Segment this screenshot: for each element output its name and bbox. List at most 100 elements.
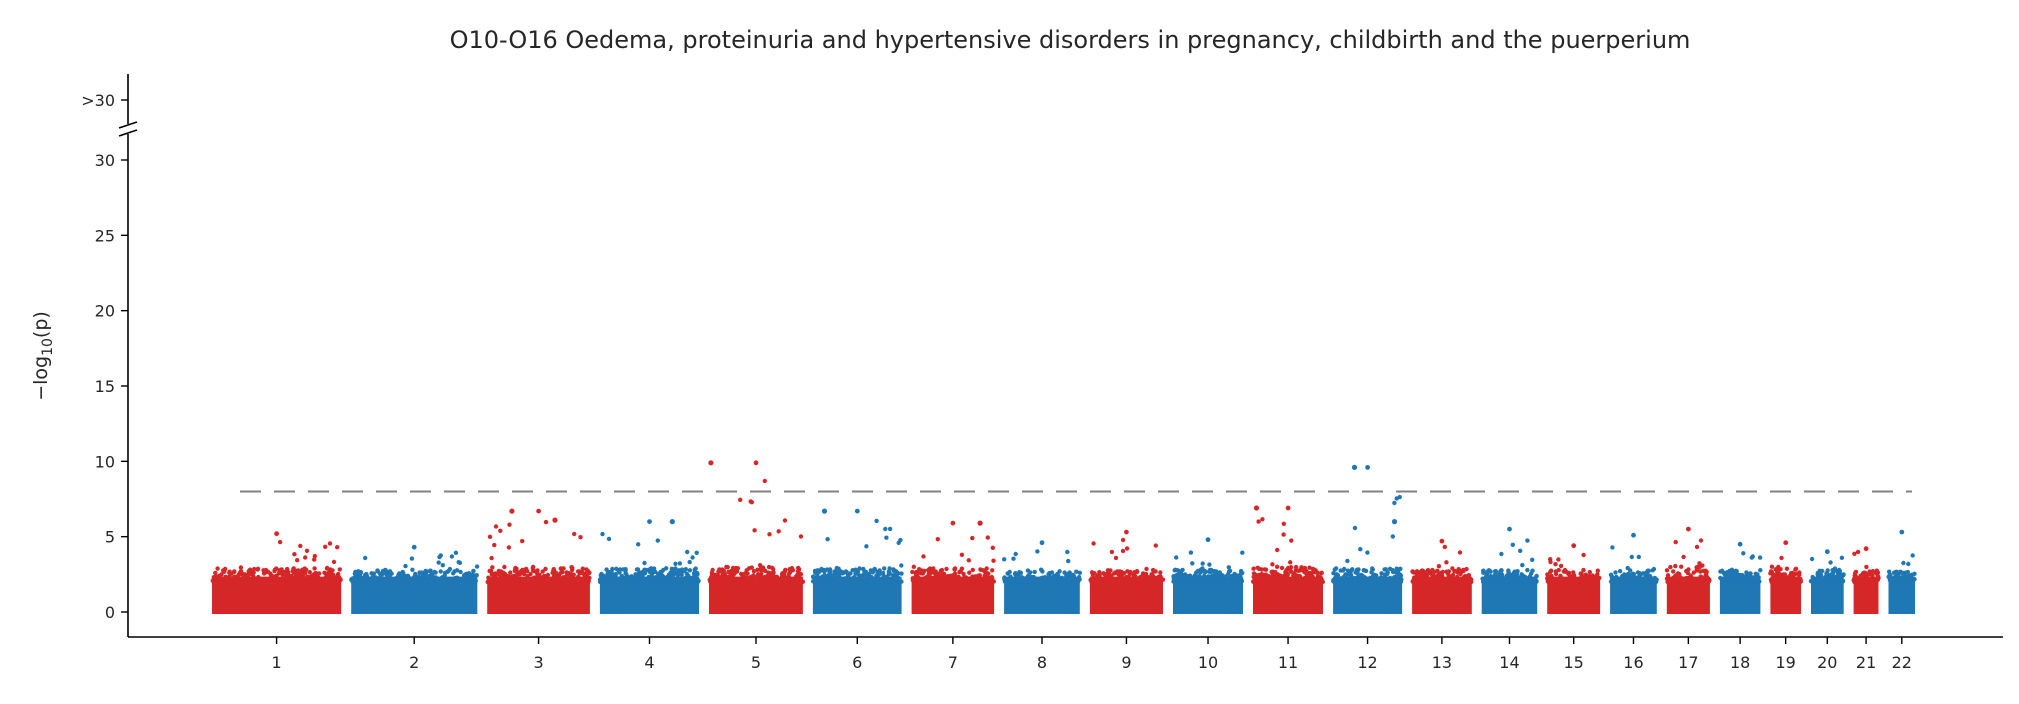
data-point [609,569,614,574]
data-point [530,564,536,570]
data-point [1212,569,1217,574]
data-point [493,571,498,576]
data-point [1344,578,1350,583]
data-point [1612,576,1618,582]
data-point [1206,574,1212,579]
data-point [227,574,232,579]
data-point [1226,565,1232,570]
data-point [1186,579,1191,585]
y-axis: 0 5 10 15 20 25 30 >30 [81,74,138,637]
data-point [732,571,737,576]
y-axis-label-main: −log [30,356,52,401]
data-point [921,554,926,559]
data-point [307,570,312,575]
data-point [1379,571,1384,576]
data-point [1571,573,1577,578]
data-point [1461,567,1466,573]
data-point [1629,554,1635,560]
data-point [543,566,548,572]
data-point [604,573,610,579]
data-point [933,569,938,574]
data-point [1013,551,1018,557]
data-point [1051,574,1056,580]
data-point [1361,568,1367,573]
data-point [1193,578,1198,583]
data-point [1700,568,1706,574]
data-point-peak [274,531,279,537]
data-point [1016,575,1021,581]
data-point-peak [1899,529,1905,535]
data-point [926,567,931,573]
data-point [1519,572,1525,577]
data-point [1617,569,1623,574]
data-point [1722,572,1727,577]
data-point [409,556,415,561]
data-point [1124,546,1130,551]
data-point [1124,574,1129,580]
data-point [624,579,629,584]
data-point [635,567,641,572]
data-point [811,574,816,579]
data-point [1385,571,1390,577]
data-point [297,578,302,583]
data-point [683,567,688,572]
data-point [1226,571,1231,577]
data-point [1703,579,1709,584]
data-point [312,553,317,559]
y-tick-label-cap: >30 [81,91,115,110]
data-point [1199,579,1204,584]
data-point [1428,579,1433,584]
significant-hit-point [1351,464,1358,470]
data-point [1174,555,1179,560]
data-point [1359,572,1364,578]
data-point [570,577,576,582]
data-point [1510,542,1516,547]
y-tick-label: 25 [95,226,115,245]
data-point [1699,579,1705,584]
data-point [1174,568,1180,573]
data-point [756,572,761,577]
data-point [456,560,461,565]
data-point-peak [411,544,417,550]
data-point [788,567,793,572]
data-point [859,579,864,585]
data-point [1504,578,1509,583]
data-point [685,549,690,555]
data-point [427,568,433,574]
data-point [966,558,971,563]
data-point [1068,579,1073,584]
data-point [531,568,536,573]
data-point [1338,579,1343,585]
data-point [923,578,928,583]
data-point [1305,574,1310,580]
data-point [1295,577,1300,582]
data-point [1433,577,1439,583]
data-point [1892,579,1898,584]
data-point [1370,566,1375,571]
data-point [496,572,502,577]
data-point [432,569,437,575]
data-point [255,567,260,572]
data-point [644,579,649,584]
data-point [468,579,473,584]
data-point [1113,555,1119,561]
data-point [715,573,720,579]
data-point [585,579,590,584]
data-point-peak [1285,505,1291,511]
y-tick-label: 20 [95,302,115,321]
data-point [1115,569,1120,574]
x-tick-label: 22 [1892,653,1912,672]
data-point [447,566,453,572]
data-point [842,576,848,581]
data-point [500,570,506,575]
data-point [1016,579,1022,585]
data-point [211,578,216,584]
data-point [1358,579,1363,584]
y-tick-label: 5 [105,528,115,547]
data-point [1005,571,1010,576]
data-point [238,565,244,570]
data-point [719,579,724,584]
data-point [1039,576,1044,581]
y-axis-label-suffix: (p) [30,311,52,338]
data-point [1853,570,1858,576]
